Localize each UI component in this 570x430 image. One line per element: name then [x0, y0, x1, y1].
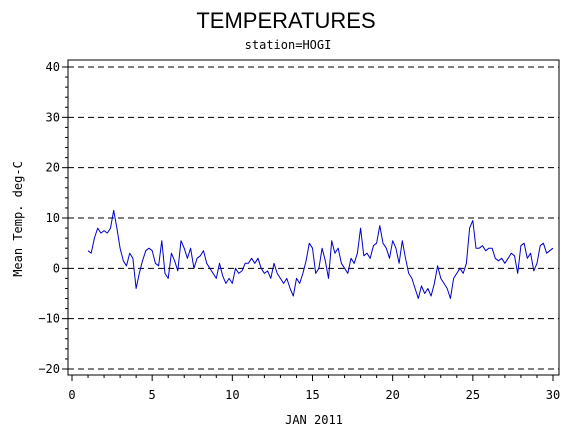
y-tick-label: 30: [46, 110, 60, 124]
x-axis-label: JAN 2011: [285, 413, 343, 427]
x-tick-label: 30: [546, 388, 560, 402]
y-tick-label: 0: [53, 261, 60, 275]
series-line-0: [87, 209, 554, 299]
y-tick-label: −20: [38, 362, 60, 376]
x-tick-label: 10: [225, 388, 239, 402]
x-tick-label: 5: [149, 388, 156, 402]
chart-title: TEMPERATURES: [196, 8, 375, 33]
y-tick-label: −10: [38, 312, 60, 326]
axis-ticks: −20 −10 0 10 20 30 40 0 5 10 15 20 25 30: [38, 60, 560, 402]
y-tick-label: 10: [46, 211, 60, 225]
x-tick-label: 25: [466, 388, 480, 402]
x-tick-label: 20: [385, 388, 399, 402]
y-axis-label: Mean Temp. deg-C: [11, 161, 25, 277]
plot-frame: [67, 59, 560, 376]
x-tick-label: 15: [305, 388, 319, 402]
x-tick-label: 0: [68, 388, 75, 402]
chart-subtitle: station=HOGI: [245, 38, 332, 52]
y-tick-label: 40: [46, 60, 60, 74]
series-layer: [87, 209, 554, 299]
grid-lines: [68, 66, 559, 370]
y-tick-label: 20: [46, 161, 60, 175]
